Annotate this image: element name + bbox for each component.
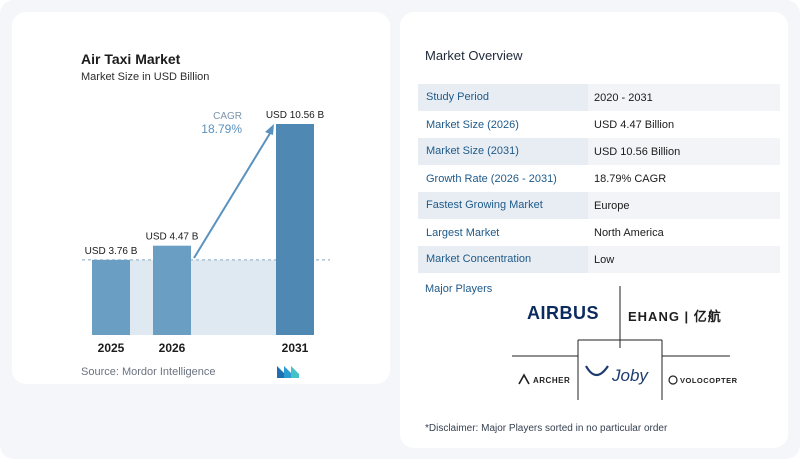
overview-row: Largest Market North America	[418, 219, 780, 246]
overview-row: Market Size (2031) USD 10.56 Billion	[418, 138, 780, 165]
data-label-2026: USD 4.47 B	[146, 232, 199, 243]
player-logo-ehang: EHANG | 亿航	[628, 309, 722, 324]
overview-row-value: North America	[594, 226, 664, 239]
tick-label-2026: 2026	[159, 341, 186, 355]
cagr-arrow	[193, 129, 273, 259]
source-note: Source: Mordor Intelligence	[81, 366, 216, 378]
player-logo-volocopter: VOLOCOPTER	[680, 376, 738, 385]
overview-row-value: USD 10.56 Billion	[594, 145, 681, 158]
player-logo-archer: ARCHER	[533, 376, 571, 385]
overview-table: Study Period 2020 - 2031 Market Size (2026…	[418, 84, 780, 273]
chart-subtitle: Market Size in USD Billion	[81, 71, 210, 83]
tick-label-2031: 2031	[282, 341, 309, 355]
disclaimer: *Disclaimer: Major Players sorted in no …	[425, 423, 668, 434]
overview-row-key: Market Concentration	[418, 246, 588, 273]
data-label-2031: USD 10.56 B	[266, 110, 325, 121]
bar-2026	[153, 245, 191, 335]
joby-swoosh-icon	[585, 365, 609, 377]
cagr-value: 18.79%	[201, 122, 242, 136]
overview-row-key: Study Period	[418, 84, 588, 111]
player-logo-airbus: AIRBUS	[527, 303, 600, 323]
archer-mark-icon	[518, 373, 530, 385]
overview-title: Market Overview	[425, 48, 523, 63]
overview-row: Growth Rate (2026 - 2031) 18.79% CAGR	[418, 165, 780, 192]
overview-row-key: Market Size (2031)	[418, 138, 588, 165]
mordor-logo-icon	[277, 366, 299, 378]
overview-row-value: 2020 - 2031	[594, 91, 653, 104]
overview-row-key: Largest Market	[426, 226, 500, 239]
major-players-label: Major Players	[425, 283, 493, 295]
overview-row-key: Growth Rate (2026 - 2031)	[426, 172, 557, 185]
chart-title: Air Taxi Market	[81, 51, 181, 67]
bar-2031	[276, 124, 314, 335]
overview-row: Market Concentration Low	[418, 246, 780, 273]
overview-row-value: Europe	[594, 199, 630, 212]
overview-row-value: Low	[594, 253, 615, 266]
cagr-arrow-head-icon	[265, 124, 274, 135]
overview-row-value: 18.79% CAGR	[594, 172, 667, 185]
player-logo-joby: Joby	[612, 366, 648, 385]
overview-row: Study Period 2020 - 2031	[418, 84, 780, 111]
volocopter-mark-icon	[668, 375, 678, 385]
bar-2025	[92, 259, 130, 335]
cagr-label: CAGR	[213, 111, 242, 122]
overview-row-key: Market Size (2026)	[426, 118, 519, 131]
data-label-2025: USD 3.76 B	[85, 246, 138, 257]
overview-row-key: Fastest Growing Market	[418, 192, 588, 219]
overview-row: Market Size (2026) USD 4.47 Billion	[418, 111, 780, 138]
overview-row: Fastest Growing Market Europe	[418, 192, 780, 219]
bar-chart: USD 3.76 B 2025 USD 4.47 B 2026 USD 10.56 B 2…	[82, 110, 330, 355]
overview-row-value: USD 4.47 Billion	[594, 118, 675, 131]
tick-label-2025: 2025	[98, 341, 125, 355]
